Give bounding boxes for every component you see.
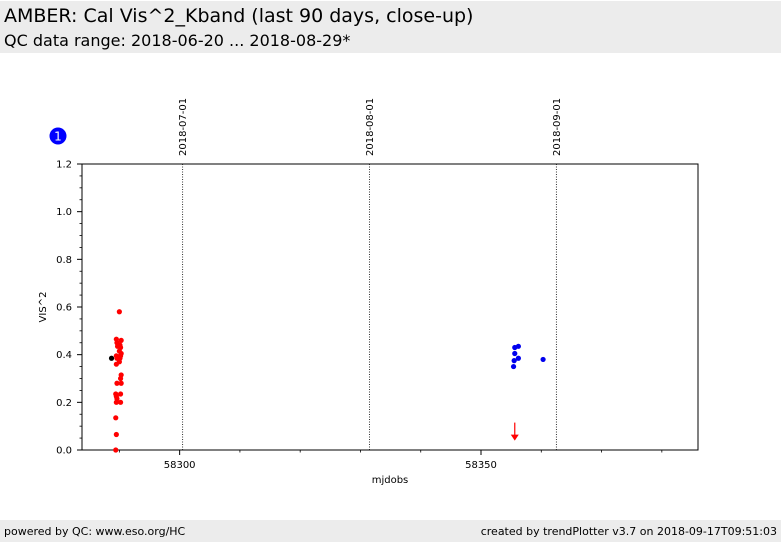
badge-circle [49, 127, 67, 145]
upper-limit-arrow [510, 434, 519, 441]
chart-title: AMBER: Cal Vis^2_Kband (last 90 days, cl… [4, 5, 474, 27]
footer-created-by: created by trendPlotter v3.7 on 2018-09-… [480, 525, 777, 538]
footer-powered-by: powered by QC: www.eso.org/HC [4, 525, 186, 538]
blue-data-point [512, 350, 518, 357]
red-data-point [113, 431, 119, 438]
y-tick-label: 0.4 [56, 350, 72, 361]
red-data-point [118, 380, 124, 386]
red-data-point [113, 336, 119, 342]
y-axis-label: VIS^2 [38, 292, 49, 323]
red-data-point [114, 380, 120, 386]
red-data-point [113, 391, 119, 397]
x-axis-label: mjdobs [372, 475, 409, 486]
month-marker-label: 2018-08-01 [365, 98, 376, 156]
blue-data-point [515, 343, 521, 349]
y-tick-label: 0.8 [56, 255, 72, 266]
y-tick-label: 0.6 [56, 303, 72, 314]
data-point-layer [108, 309, 546, 453]
blue-data-point [540, 356, 546, 363]
red-data-point [118, 337, 124, 343]
axis-layer: 0.0 0.2 0.4 0.6 0.8 1.0 1.2 58300 58350 [56, 160, 663, 471]
chart-subtitle: QC data range: 2018-06-20 ... 2018-08-29… [4, 31, 351, 50]
red-data-point [116, 309, 122, 315]
black-data-point [108, 355, 115, 361]
red-data-point [117, 342, 123, 348]
blue-data-point [510, 363, 517, 370]
y-tick-label: 1.0 [56, 207, 72, 218]
y-tick-label: 1.2 [56, 160, 72, 171]
y-tick-label: 0.2 [56, 398, 72, 409]
red-data-point [113, 415, 119, 421]
red-data-point [118, 372, 124, 378]
chart-header: AMBER: Cal Vis^2_Kband (last 90 days, cl… [0, 0, 781, 53]
x-tick-label: 58350 [465, 460, 497, 471]
x-tick-label: 58300 [164, 460, 196, 471]
month-marker-layer: 2018-07-01 2018-08-01 2018-09-01 [178, 98, 563, 450]
badge-number: 1 [54, 130, 62, 144]
month-marker-label: 2018-07-01 [178, 98, 189, 156]
red-data-point [117, 399, 124, 405]
chart-footer: powered by QC: www.eso.org/HC created by… [0, 520, 781, 542]
month-marker-label: 2018-09-01 [552, 98, 563, 156]
y-tick-label: 0.0 [56, 446, 72, 457]
red-data-point [113, 447, 119, 453]
plot-number-badge: 1 [49, 127, 67, 145]
blue-data-point [515, 355, 521, 361]
plot-area-frame [81, 163, 699, 451]
blue-data-point [511, 358, 517, 364]
red-data-point [117, 391, 124, 397]
